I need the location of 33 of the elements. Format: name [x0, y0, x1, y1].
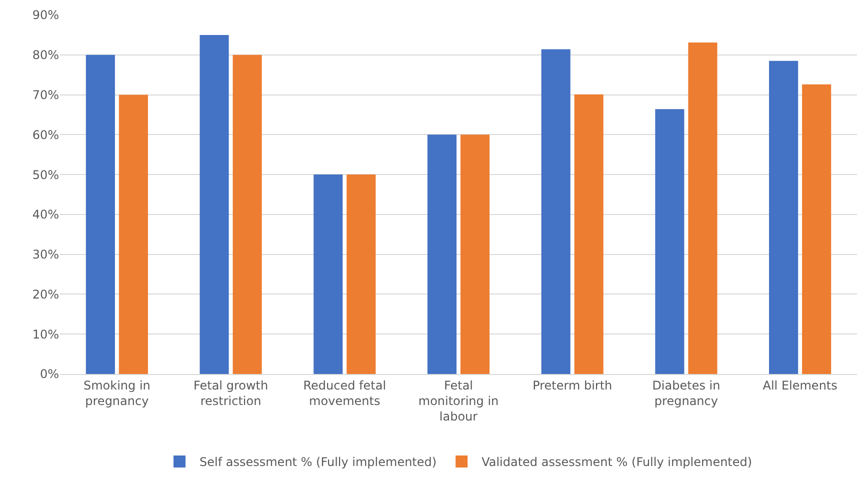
y-tick-label: 80%: [32, 48, 59, 62]
x-tick-label: Reduced fetal movements: [303, 378, 386, 408]
bar: [460, 134, 490, 374]
legend-label: Validated assessment % (Fully implemented): [482, 455, 752, 470]
bar: [688, 42, 718, 374]
bar: [86, 54, 115, 374]
y-tick-label: 0%: [40, 367, 59, 382]
bar: [802, 84, 832, 374]
x-tick-label: Preterm birth: [532, 378, 612, 392]
bar: [346, 174, 376, 374]
x-tick-label: Diabetes in pregnancy: [652, 378, 720, 408]
y-tick-label: 70%: [32, 88, 59, 102]
x-tick-label: Fetal monitoring in labour: [418, 378, 499, 424]
bar: [574, 94, 604, 374]
bar: [200, 34, 229, 374]
x-tick-label: Smoking in pregnancy: [83, 378, 150, 408]
x-tick-label: Fetal growth restriction: [193, 378, 268, 408]
bar: [232, 54, 262, 374]
y-tick-label: 40%: [32, 208, 59, 222]
bar: [427, 134, 457, 374]
bar: [541, 49, 570, 374]
y-tick-label: 60%: [32, 128, 59, 142]
bar: [118, 94, 148, 374]
bar: [769, 60, 798, 374]
y-tick-label: 20%: [32, 287, 59, 302]
bar: [314, 174, 343, 374]
bar: [655, 109, 684, 374]
legend-label: Self assessment % (Fully implemented): [200, 455, 437, 470]
y-tick-label: 90%: [32, 8, 59, 22]
y-tick-label: 30%: [32, 248, 59, 262]
y-tick-label: 10%: [32, 327, 59, 342]
x-tick-label: All Elements: [762, 378, 838, 392]
y-tick-label: 50%: [32, 168, 59, 182]
